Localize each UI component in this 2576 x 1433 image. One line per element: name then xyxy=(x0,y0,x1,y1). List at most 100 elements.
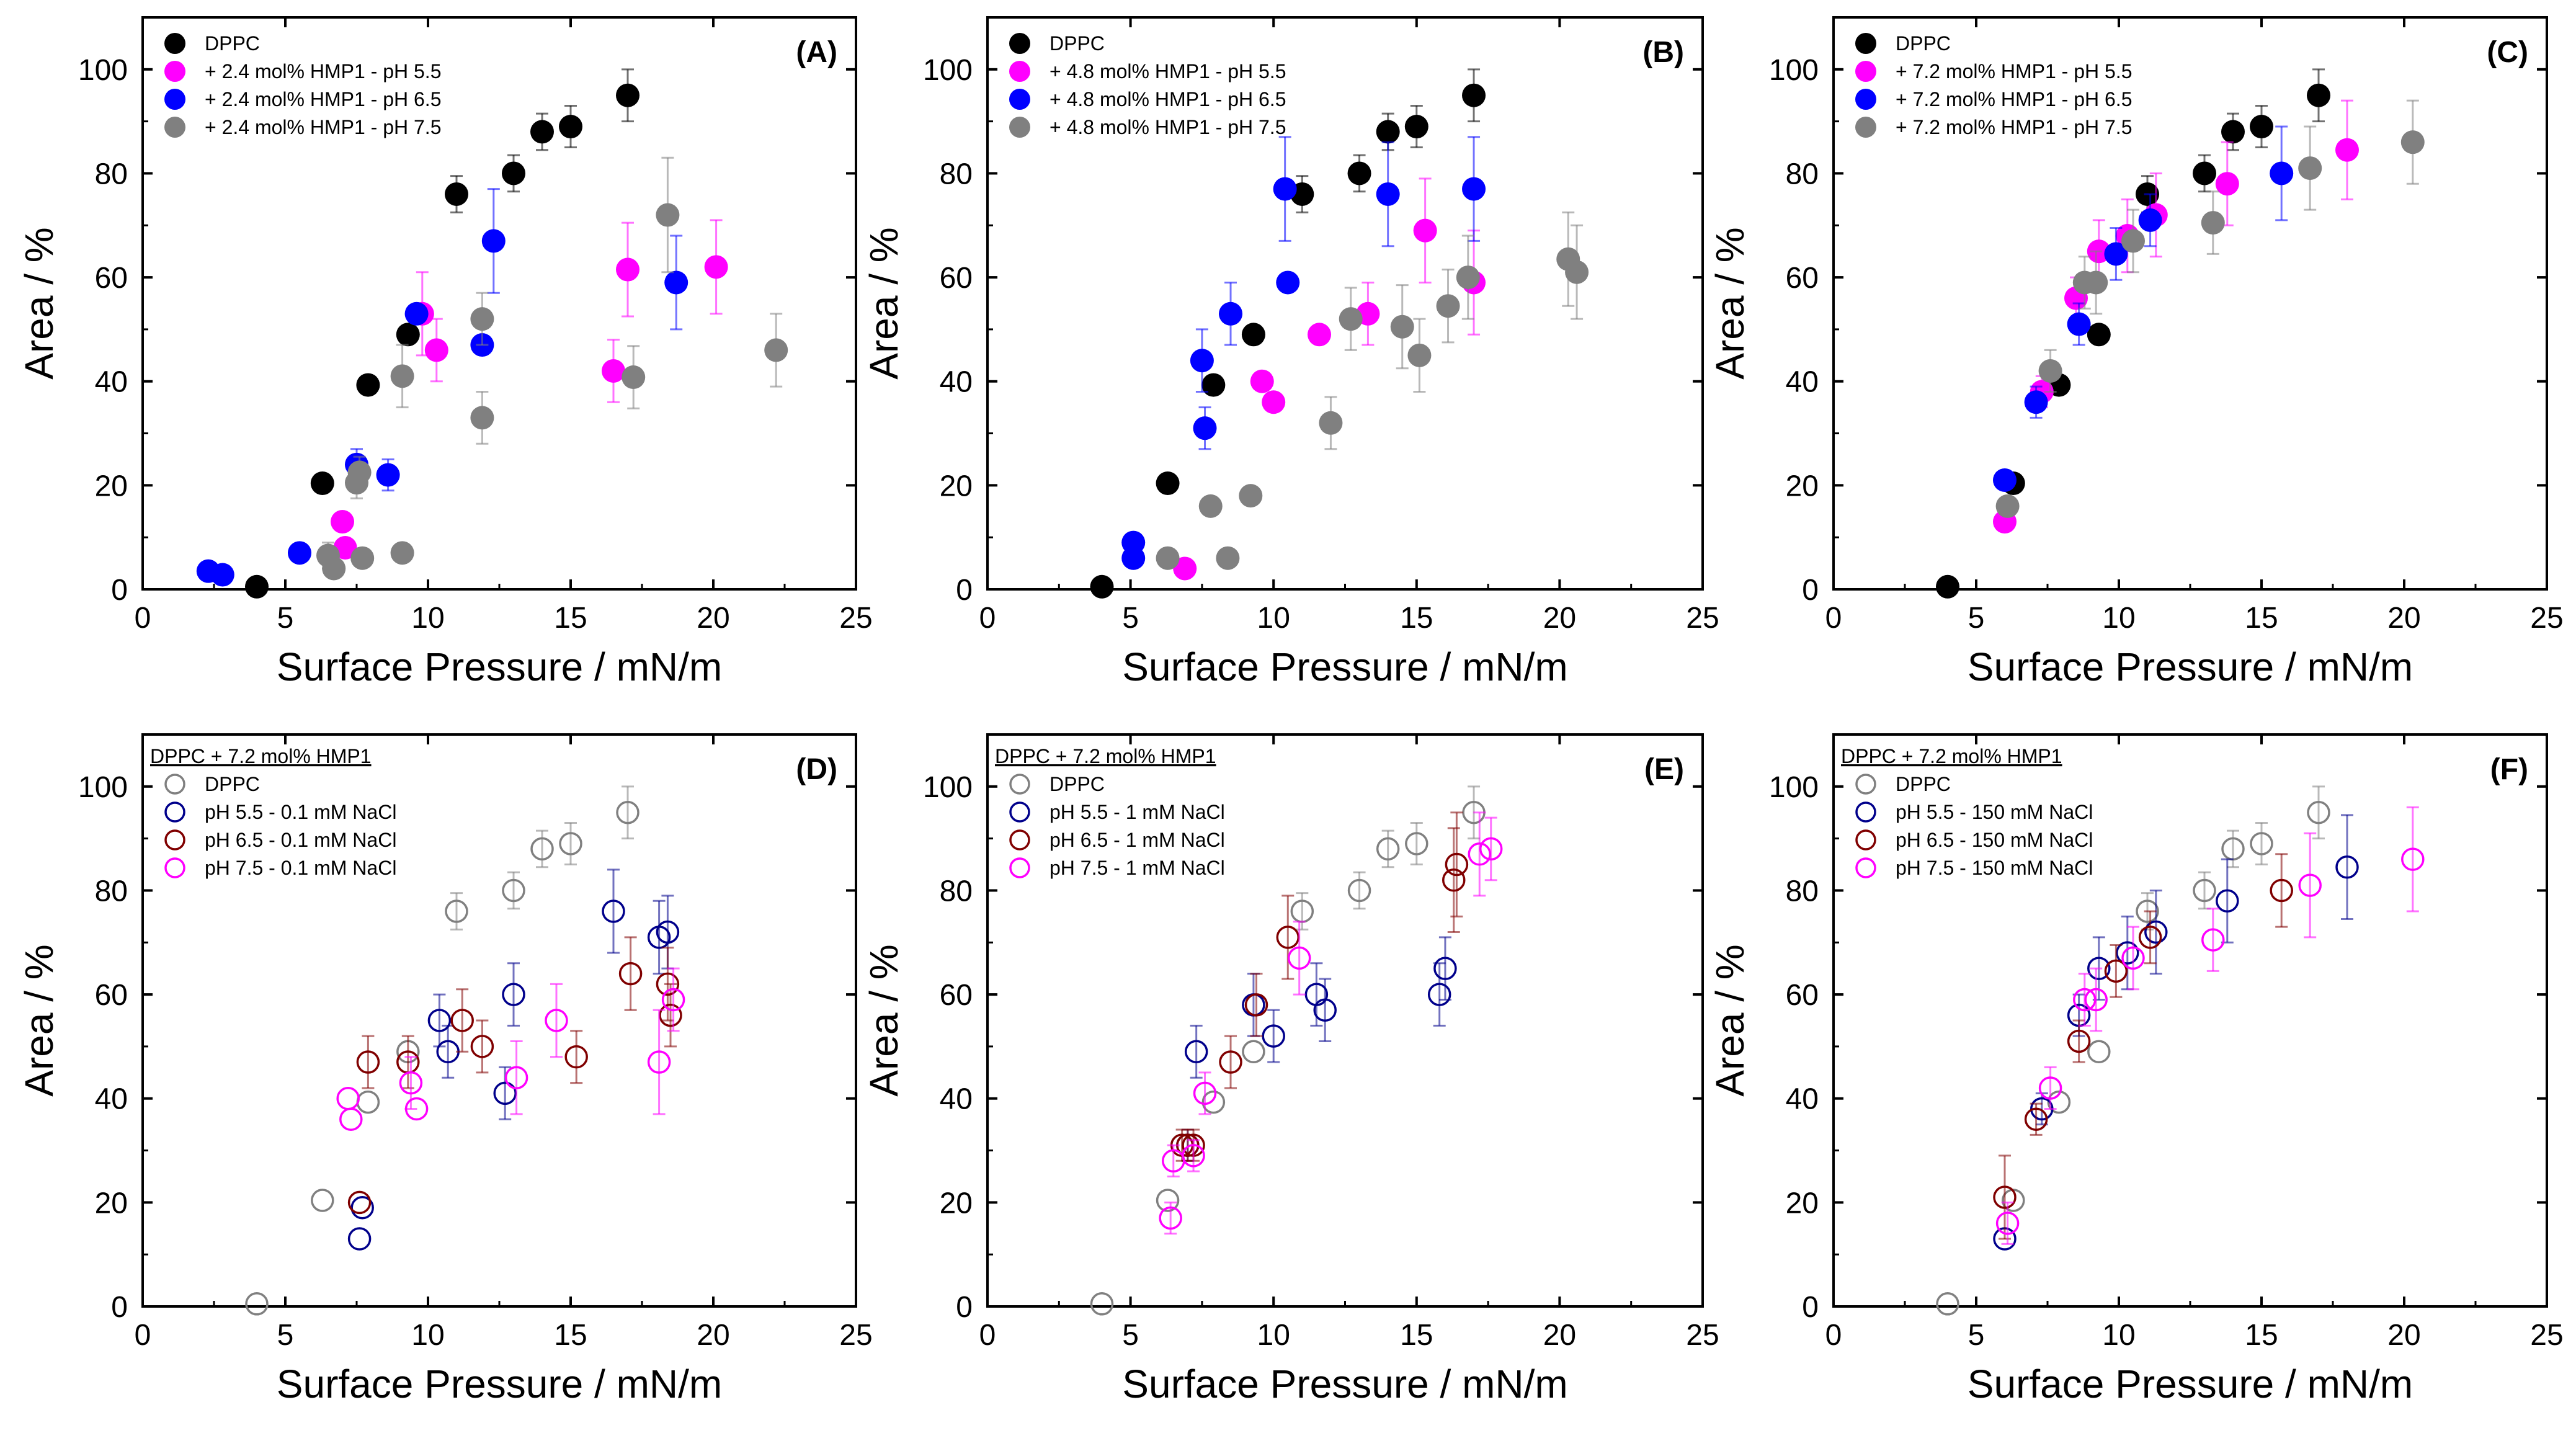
y-tick-label: 60 xyxy=(1786,262,1819,295)
legend-marker xyxy=(164,774,185,795)
legend-label: pH 5.5 - 1 mM NaCl xyxy=(1050,801,1225,823)
data-point xyxy=(1390,315,1414,339)
data-point xyxy=(1156,471,1180,496)
data-point xyxy=(2024,390,2048,414)
data-point xyxy=(404,301,429,326)
data-point xyxy=(404,1097,429,1121)
legend-label: + 4.8 mol% HMP1 - pH 7.5 xyxy=(1050,116,1286,138)
panel-c: 0 5 10 15 20 25 0 20 40 60 80 100 Surface Pressure /… xyxy=(1708,16,2564,689)
x-tick-label: 20 xyxy=(2387,1319,2420,1352)
y-tick-label: 20 xyxy=(940,470,973,502)
legend-label: + 2.4 mol% HMP1 - pH 6.5 xyxy=(205,88,441,110)
legend-title: DPPC + 7.2 mol% HMP1 xyxy=(1841,745,2062,767)
y-tick-label: 40 xyxy=(940,1083,973,1116)
y-axis-title: Area / % xyxy=(862,227,906,379)
data-point xyxy=(1121,546,1146,570)
series-2 xyxy=(196,188,689,587)
data-point xyxy=(2335,138,2359,162)
legend-marker xyxy=(1855,801,1876,823)
x-tick-label: 15 xyxy=(2245,1319,2278,1352)
y-tick-label: 100 xyxy=(1769,54,1819,87)
data-point xyxy=(2038,1076,2062,1100)
y-tick-label: 80 xyxy=(940,158,973,190)
legend-marker xyxy=(164,61,185,82)
data-point xyxy=(2138,926,2162,949)
y-tick-label: 80 xyxy=(95,158,128,190)
y-tick-label: 100 xyxy=(1769,771,1819,804)
data-point xyxy=(1456,266,1480,290)
panel-label: (B) xyxy=(1642,36,1684,69)
y-tick-label: 40 xyxy=(95,1083,128,1116)
y-tick-label: 80 xyxy=(1786,875,1819,908)
data-point xyxy=(1090,1292,1114,1316)
data-point xyxy=(1376,837,1400,861)
data-point xyxy=(2193,161,2216,185)
data-point xyxy=(376,463,400,487)
data-point xyxy=(656,920,680,944)
data-point xyxy=(1273,177,1297,201)
x-tick-label: 25 xyxy=(2530,602,2563,635)
legend-label: DPPC xyxy=(205,773,260,795)
x-tick-label: 0 xyxy=(1825,1319,1842,1352)
data-point xyxy=(2270,878,2293,903)
data-point xyxy=(1319,411,1343,435)
data-point xyxy=(1313,998,1337,1022)
legend-marker xyxy=(1855,857,1876,878)
legend-label: + 7.2 mol% HMP1 - pH 7.5 xyxy=(1896,116,2132,138)
panel-label: (A) xyxy=(796,36,837,69)
x-tick-label: 25 xyxy=(1686,602,1719,635)
data-point xyxy=(445,182,468,206)
series-3 xyxy=(1156,211,1589,570)
x-tick-label: 20 xyxy=(697,602,729,635)
data-point xyxy=(2215,172,2239,196)
series-1 xyxy=(347,868,680,1251)
series-2 xyxy=(1993,125,2294,492)
legend-marker xyxy=(1009,61,1030,82)
y-tick-label: 60 xyxy=(940,979,973,1012)
y-tick-label: 60 xyxy=(95,979,128,1012)
data-point xyxy=(602,900,625,923)
x-tick-label: 5 xyxy=(1122,1319,1139,1352)
x-tick-label: 20 xyxy=(2387,602,2420,635)
legend-label: DPPC xyxy=(1896,32,1951,55)
x-tick-label: 15 xyxy=(1400,602,1433,635)
data-point xyxy=(427,1009,452,1032)
data-point xyxy=(1376,182,1400,206)
x-axis-title: Surface Pressure / mN/m xyxy=(1968,645,2413,689)
legend-marker xyxy=(164,33,185,54)
legend-marker xyxy=(1009,117,1030,138)
data-point xyxy=(1436,294,1460,318)
series-0 xyxy=(245,785,640,1316)
data-point xyxy=(356,373,380,397)
data-point xyxy=(336,1086,360,1110)
data-point xyxy=(2221,120,2245,144)
data-point xyxy=(2067,312,2091,336)
data-point xyxy=(1262,390,1286,414)
data-point xyxy=(2038,359,2062,383)
x-tick-label: 25 xyxy=(839,1319,872,1352)
data-point xyxy=(1198,494,1223,518)
legend-marker xyxy=(1855,829,1876,850)
x-axis-title: Surface Pressure / mN/m xyxy=(1122,645,1567,689)
data-point xyxy=(350,546,375,570)
series-3 xyxy=(1159,811,1503,1235)
data-point xyxy=(424,338,448,362)
panel-b: 0 5 10 15 20 25 0 20 40 60 80 100 Surface Pressure /… xyxy=(862,16,1719,689)
data-point xyxy=(1936,574,1959,599)
data-point xyxy=(2270,161,2294,185)
data-point xyxy=(564,1045,588,1069)
data-point xyxy=(2024,1107,2048,1132)
x-tick-label: 10 xyxy=(411,602,444,635)
x-tick-label: 5 xyxy=(277,602,294,635)
data-point xyxy=(1287,946,1311,970)
y-tick-label: 80 xyxy=(940,875,973,908)
legend-label: + 2.4 mol% HMP1 - pH 7.5 xyxy=(205,116,441,138)
data-point xyxy=(504,1066,528,1089)
series-0 xyxy=(245,68,640,599)
x-tick-label: 0 xyxy=(979,602,996,635)
y-tick-label: 40 xyxy=(940,366,973,399)
x-axis-title: Surface Pressure / mN/m xyxy=(1968,1362,2413,1406)
data-point xyxy=(1262,1024,1285,1048)
legend-marker xyxy=(1855,33,1876,54)
